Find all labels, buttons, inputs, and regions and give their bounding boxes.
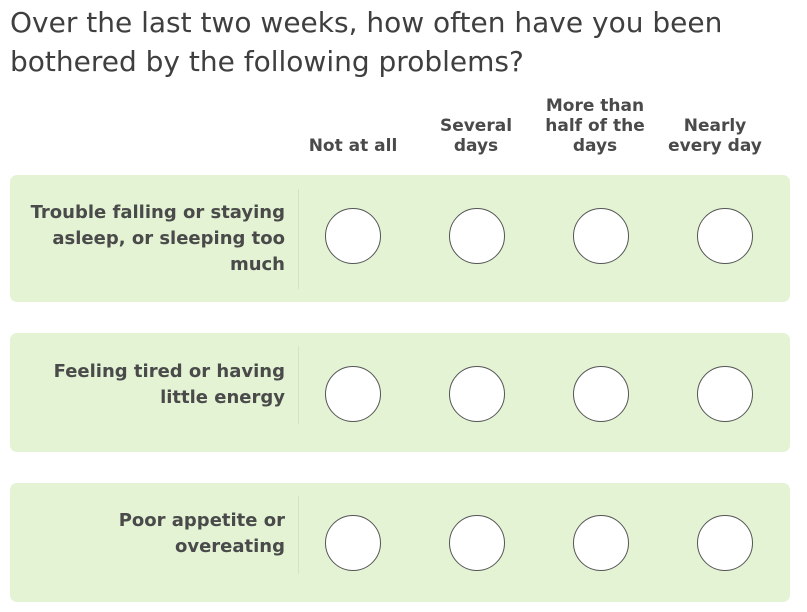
radio-tired-several-days[interactable] — [449, 366, 505, 422]
question-line-1: Over the last two weeks, how often have … — [10, 6, 723, 39]
row-divider — [298, 189, 299, 289]
radio-appetite-not-at-all[interactable] — [325, 515, 381, 571]
column-header-several-days: Several days — [439, 116, 513, 156]
question-text: Over the last two weeks, how often have … — [10, 3, 790, 81]
row-label-sleep: Trouble falling or staying asleep, or sl… — [30, 202, 285, 275]
radio-sleep-more-than-half[interactable] — [573, 208, 629, 264]
column-header-nearly-every-day: Nearly every day — [668, 116, 762, 156]
question-row-tired: Feeling tired or having little energy — [10, 333, 790, 452]
radio-sleep-several-days[interactable] — [449, 208, 505, 264]
question-row-appetite: Poor appetite or overeating — [10, 483, 790, 602]
radio-appetite-several-days[interactable] — [449, 515, 505, 571]
row-divider — [298, 346, 299, 424]
row-label-tired: Feeling tired or having little energy — [53, 361, 285, 408]
column-header-not-at-all: Not at all — [308, 136, 398, 156]
radio-tired-not-at-all[interactable] — [325, 366, 381, 422]
column-header-more-than-half: More than half of the days — [545, 96, 645, 156]
radio-sleep-nearly-every-day[interactable] — [697, 208, 753, 264]
row-divider — [298, 496, 299, 574]
question-line-2: bothered by the following problems? — [10, 45, 524, 78]
radio-tired-nearly-every-day[interactable] — [697, 366, 753, 422]
radio-appetite-more-than-half[interactable] — [573, 515, 629, 571]
radio-sleep-not-at-all[interactable] — [325, 208, 381, 264]
radio-tired-more-than-half[interactable] — [573, 366, 629, 422]
question-row-sleep: Trouble falling or staying asleep, or sl… — [10, 175, 790, 302]
radio-appetite-nearly-every-day[interactable] — [697, 515, 753, 571]
row-label-appetite: Poor appetite or overeating — [118, 510, 285, 557]
